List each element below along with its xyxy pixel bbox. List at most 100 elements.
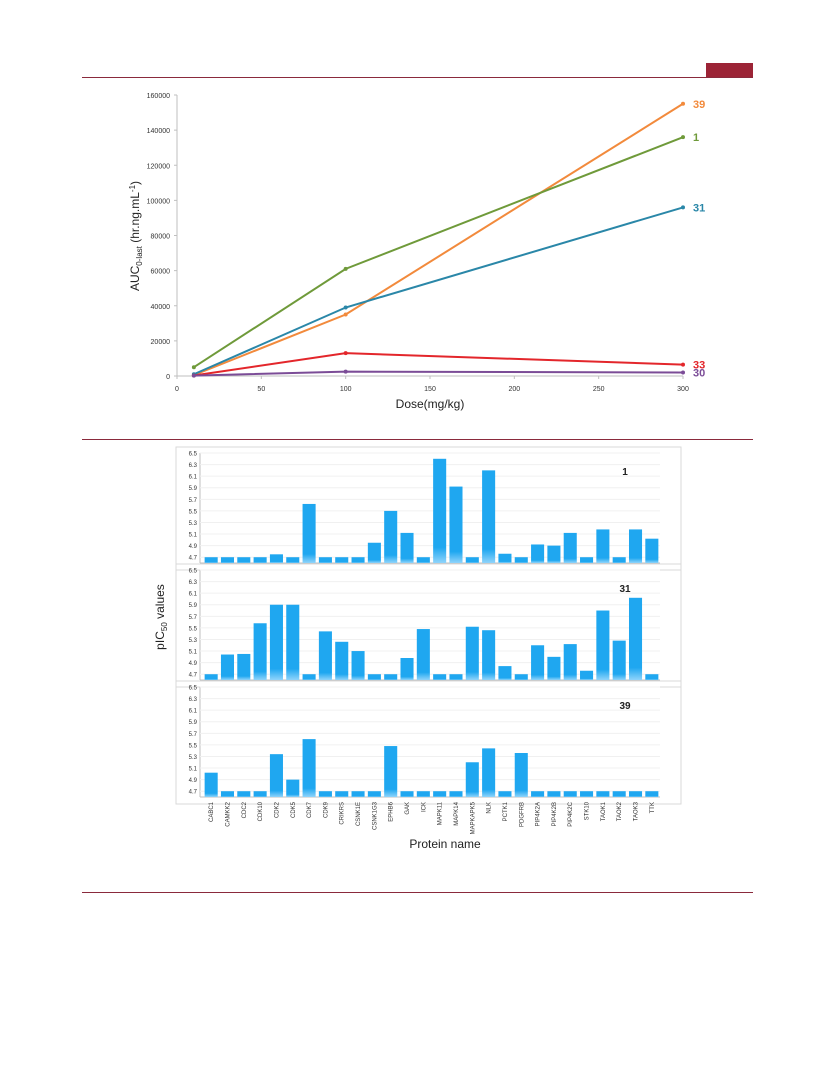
series-point-39 [681, 101, 685, 106]
bar-panel-y-tick-label: 4.9 [189, 544, 198, 550]
bar-panel-y-tick-label: 4.7 [189, 556, 198, 562]
bar-39-PCTK1 [498, 791, 512, 797]
category-label: EPHB6 [389, 801, 395, 821]
bar-1-CDK5 [286, 557, 300, 563]
bar-panel-y-tick-label: 5.7 [189, 732, 198, 738]
bar-panel-y-tick-label: 6.3 [189, 697, 198, 703]
line-chart-y-tick-label: 60000 [151, 269, 171, 276]
bar-1-CDK2 [269, 554, 283, 563]
series-label-30: 30 [693, 367, 705, 379]
line-chart-x-tick-label: 200 [508, 386, 520, 393]
bar-39-MAPKAPK5 [465, 762, 479, 797]
bar-panel-y-tick-label: 5.7 [189, 615, 198, 621]
category-label: TTK [650, 802, 656, 813]
bar-panel-y-tick-label: 5.1 [189, 767, 198, 773]
series-point-39 [343, 312, 348, 317]
bar-31-PIP4K2B [547, 656, 561, 680]
bar-39-CDK5 [286, 779, 300, 797]
bar-31-NLK [482, 630, 496, 680]
category-label: CDK10 [258, 801, 264, 821]
bar-panel-39: 6.5 6.3 6.1 5.9 5.7 5.5 5.3 5.1 4.9 4.7 39 [175, 680, 682, 805]
category-label: PCTK1 [503, 801, 509, 821]
line-chart-series [191, 101, 685, 378]
category-label: CDK9 [323, 801, 329, 818]
bar-1-CDC2 [237, 557, 251, 563]
bar-39-CSNK1G3 [367, 791, 381, 797]
series-point-33 [681, 362, 685, 367]
category-label: CSNK1G3 [372, 801, 378, 830]
category-label: CDC2 [242, 801, 248, 818]
bar-panel-31: 6.5 6.3 6.1 5.9 5.7 5.5 5.3 5.1 4.9 4.7 31 [175, 563, 682, 688]
bar-39-CDK7 [302, 739, 316, 797]
bar-31-TAOK2 [612, 640, 626, 680]
bar-panel-y-tick-label: 5.1 [189, 650, 198, 656]
header-rule [82, 77, 753, 78]
line-chart-y-tick-label: 40000 [151, 304, 171, 311]
bar-1-MAPK14 [449, 486, 463, 563]
bar-chart-category-labels: CABC1 CAMKK2 CDC2 CDK10 CDK2 CDK5 CDK7 CDK9 CRIK… [209, 801, 656, 834]
bar-1-CSNK1G3 [367, 542, 381, 563]
bar-panel-y-tick-label: 5.9 [189, 486, 198, 492]
category-label: TAOK2 [617, 801, 623, 821]
line-chart-x-tick-labels: 0 50 100 150 200 250 300 [175, 386, 689, 393]
series-line-39 [193, 102, 684, 377]
bar-31-MAPK14 [449, 674, 463, 680]
bar-panel-y-tick-label: 5.3 [189, 755, 198, 761]
bar-31-PCTK1 [498, 666, 512, 680]
bar-39-CDK10 [253, 791, 267, 797]
bar-1-MAPK11 [433, 458, 447, 563]
category-label: TAOK3 [634, 801, 640, 821]
bar-1-GAK [400, 532, 414, 563]
line-chart-x-tick-label: 300 [677, 386, 689, 393]
category-label: CRIKRS [340, 802, 346, 825]
bar-31-CRIKRS [335, 641, 349, 680]
bar-1-PCTK1 [498, 553, 512, 563]
series-label-39: 39 [693, 99, 705, 111]
bar-31-MAPK11 [433, 674, 447, 680]
header-tab [706, 63, 753, 77]
line-chart-x-axis-label: Dose(mg/kg) [396, 397, 465, 411]
bar-39-CDK2 [269, 754, 283, 797]
category-label: PIP4K2B [552, 802, 558, 826]
series-point-1 [343, 266, 348, 271]
category-label: GAK [405, 802, 411, 815]
bar-panel-label: 39 [619, 701, 631, 712]
series-line-1 [193, 136, 684, 369]
bar-1-TAOK3 [628, 529, 643, 563]
bar-39-CRIKRS [335, 791, 349, 797]
bar-39-EPHB6 [384, 746, 398, 797]
bar-1-STK10 [580, 557, 594, 563]
bar-1-CDK9 [318, 557, 332, 563]
series-point-30 [343, 369, 348, 374]
line-chart-axes [174, 94, 684, 379]
series-label-31: 31 [693, 202, 705, 214]
bar-1-CRIKRS [335, 557, 349, 563]
line-chart-y-tick-label: 0 [166, 374, 170, 381]
line-chart-y-tick-label: 160000 [147, 93, 170, 100]
bar-31-GAK [400, 658, 414, 680]
category-label: STK10 [585, 801, 591, 820]
line-chart-x-tick-label: 150 [424, 386, 436, 393]
bar-1-TTK [645, 538, 659, 563]
category-label: TAOK1 [601, 801, 607, 821]
bar-31-CAMKK2 [220, 654, 235, 680]
bar-chart-y-axis-label: pIC50 values [153, 584, 169, 650]
bar-39-PIP4K2B [547, 791, 561, 797]
bar-31-CDK2 [269, 604, 283, 680]
category-label: NLK [487, 802, 493, 814]
line-chart-y-axis-label: AUC0-last (hr.ng.mL-1) [128, 181, 144, 291]
bar-39-ICK [416, 791, 430, 797]
bar-39-GAK [400, 791, 414, 797]
category-label: MAPK14 [454, 801, 460, 825]
bar-1-CAMKK2 [220, 557, 235, 563]
bar-39-PIP4K2C [563, 791, 577, 797]
line-chart-y-tick-label: 80000 [151, 234, 171, 241]
bar-39-CSNK1E [351, 791, 365, 797]
category-label: CDK2 [274, 801, 280, 818]
bar-39-MAPK11 [433, 791, 447, 797]
bar-panel-label: 1 [622, 467, 628, 478]
bar-panel-label: 31 [619, 584, 631, 595]
series-point-31 [681, 205, 685, 210]
bar-1-PIP4K2A [531, 544, 545, 563]
